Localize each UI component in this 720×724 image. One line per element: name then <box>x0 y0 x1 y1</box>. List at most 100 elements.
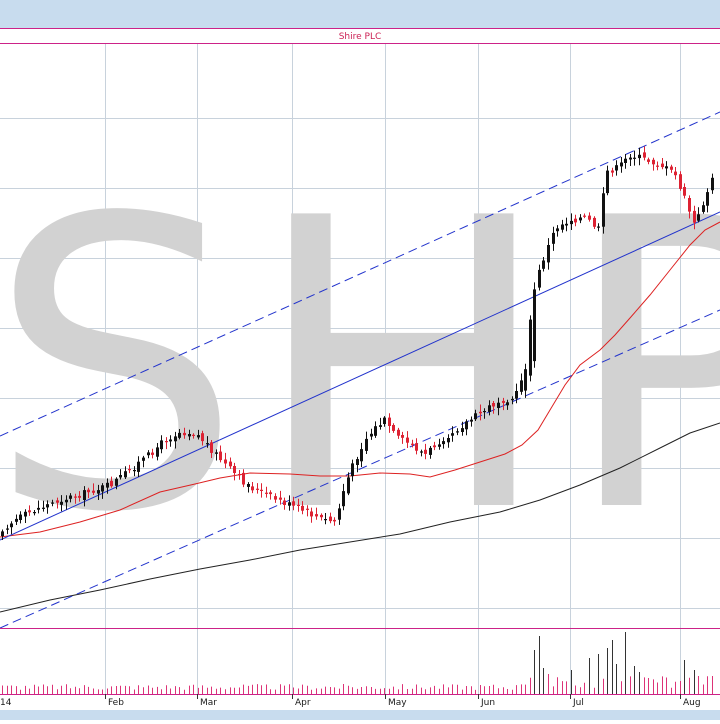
candle-body-49 <box>224 459 227 464</box>
candle-body-30 <box>137 461 140 472</box>
candle-body-54 <box>247 484 250 487</box>
x-tick-label-0: 14 <box>0 698 12 708</box>
candle-body-55 <box>251 486 254 491</box>
candle-body-47 <box>215 452 218 454</box>
x-tick-label-1: Feb <box>108 698 124 708</box>
candle-body-20 <box>92 490 95 493</box>
candle-body-36 <box>165 441 168 443</box>
candle-body-108 <box>492 403 495 407</box>
candle-body-120 <box>547 245 550 263</box>
candle-body-143 <box>652 159 655 165</box>
candle-body-75 <box>342 491 345 507</box>
trend-channel-upper-line <box>0 111 720 437</box>
candle-body-124 <box>565 223 568 226</box>
candle-body-32 <box>147 452 150 456</box>
candle-body-23 <box>106 482 109 488</box>
candle-body-115 <box>524 369 527 391</box>
candle-body-103 <box>470 419 473 422</box>
trend-channel-lower-line <box>0 309 720 629</box>
candle-body-135 <box>615 165 618 171</box>
candle-body-15 <box>69 495 72 499</box>
candle-body-27 <box>124 471 127 478</box>
candle-body-22 <box>101 485 104 492</box>
x-tick-label-4: May <box>388 698 407 708</box>
candle-body-9 <box>42 507 45 509</box>
candle-body-138 <box>629 157 632 160</box>
candle-body-0 <box>1 531 4 537</box>
candle-body-114 <box>520 380 523 392</box>
candle-body-52 <box>238 474 241 476</box>
candle-body-147 <box>670 166 673 170</box>
candle-body-131 <box>597 226 600 228</box>
candle-body-29 <box>133 470 136 472</box>
volume-bars <box>2 632 713 694</box>
candle-body-87 <box>397 429 400 436</box>
moving-averages <box>0 221 720 613</box>
candle-body-141 <box>643 152 646 158</box>
candle-body-137 <box>624 158 627 163</box>
candle-body-63 <box>288 502 291 506</box>
candle-body-146 <box>665 166 668 169</box>
candle-body-67 <box>306 508 309 510</box>
candle-body-118 <box>538 269 541 288</box>
candle-body-126 <box>574 218 577 223</box>
volume-panel-background <box>0 630 720 694</box>
candle-body-72 <box>329 516 332 522</box>
candle-body-42 <box>192 434 195 436</box>
candle-body-106 <box>483 411 486 413</box>
candle-body-86 <box>392 425 395 431</box>
candle-body-35 <box>160 440 163 450</box>
candle-body-59 <box>269 492 272 495</box>
candle-body-50 <box>229 461 232 467</box>
candle-body-12 <box>56 500 59 503</box>
candle-body-14 <box>65 499 68 503</box>
candle-body-57 <box>260 489 263 491</box>
candle-body-24 <box>110 480 113 487</box>
x-axis: 14 Feb Mar Apr May Jun Jul Aug <box>0 694 701 708</box>
x-tick-label-2: Mar <box>200 698 217 708</box>
x-tick-label-6: Jul <box>572 698 584 708</box>
candle-body-130 <box>593 217 596 227</box>
candle-body-101 <box>461 428 464 432</box>
candle-body-153 <box>697 214 700 221</box>
bottom-frame-bar <box>0 710 720 720</box>
candle-body-37 <box>169 439 172 442</box>
candle-body-88 <box>401 435 404 438</box>
candle-body-2 <box>10 523 13 528</box>
candle-body-91 <box>415 443 418 451</box>
long-moving-average-line <box>0 422 720 613</box>
candle-body-68 <box>310 511 313 517</box>
candle-body-95 <box>433 445 436 448</box>
candle-body-60 <box>274 496 277 500</box>
candle-body-17 <box>78 495 81 498</box>
candle-body-109 <box>497 402 500 408</box>
candle-body-3 <box>15 518 18 522</box>
trend-channel-center-line <box>0 211 720 541</box>
candle-body-6 <box>28 510 31 513</box>
candle-body-113 <box>515 391 518 399</box>
candle-body-79 <box>360 449 363 462</box>
candle-body-38 <box>174 436 177 442</box>
candle-body-34 <box>156 447 159 457</box>
chart-title: Shire PLC <box>339 32 382 42</box>
candle-body-84 <box>383 417 386 424</box>
candle-body-64 <box>292 501 295 506</box>
candle-body-116 <box>529 319 532 376</box>
candle-body-155 <box>706 192 709 206</box>
candle-body-51 <box>233 466 236 473</box>
candle-body-11 <box>51 502 54 504</box>
candle-body-62 <box>283 500 286 505</box>
candle-body-99 <box>451 433 454 436</box>
candle-body-150 <box>683 187 686 196</box>
candle-body-21 <box>97 490 100 494</box>
candle-body-90 <box>411 443 414 445</box>
candle-body-31 <box>142 457 145 461</box>
candle-body-96 <box>438 444 441 447</box>
candle-body-148 <box>674 171 677 176</box>
candle-body-152 <box>693 210 696 223</box>
candle-body-73 <box>333 519 336 522</box>
candle-body-4 <box>19 514 22 520</box>
candle-body-94 <box>429 447 432 455</box>
